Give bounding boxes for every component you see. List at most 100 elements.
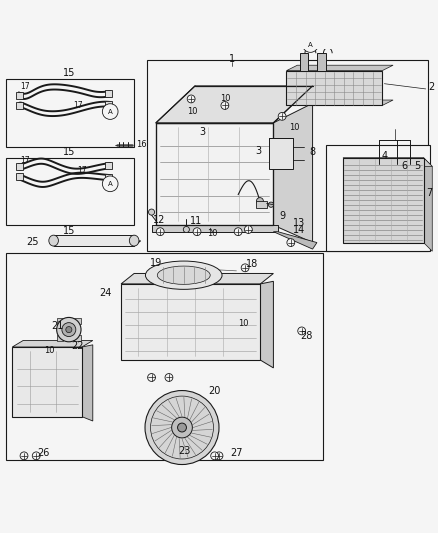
Polygon shape: [260, 281, 273, 368]
Polygon shape: [53, 235, 134, 246]
Polygon shape: [343, 158, 424, 243]
Text: 10: 10: [187, 108, 197, 117]
Text: 10: 10: [220, 94, 231, 103]
Polygon shape: [286, 65, 393, 71]
Text: 24: 24: [100, 288, 112, 297]
Polygon shape: [12, 347, 82, 417]
Bar: [16, 102, 23, 109]
Text: 4: 4: [381, 150, 388, 160]
Text: 13: 13: [293, 218, 306, 228]
Text: 18: 18: [246, 260, 258, 269]
Circle shape: [66, 327, 72, 333]
Text: 2: 2: [428, 82, 434, 92]
Text: 17: 17: [21, 156, 30, 165]
Text: 10: 10: [207, 229, 218, 238]
Text: 21: 21: [51, 321, 63, 331]
Text: 25: 25: [26, 237, 39, 247]
Circle shape: [211, 452, 219, 460]
Text: 17: 17: [77, 166, 87, 175]
Bar: [16, 173, 23, 180]
Polygon shape: [121, 284, 260, 360]
Circle shape: [241, 264, 249, 272]
Polygon shape: [82, 345, 93, 421]
Polygon shape: [424, 158, 432, 251]
Bar: [269, 139, 293, 169]
Polygon shape: [286, 100, 393, 106]
Text: 9: 9: [279, 211, 285, 221]
Circle shape: [298, 327, 306, 335]
Circle shape: [234, 228, 242, 236]
Bar: [6, 158, 134, 225]
Polygon shape: [53, 241, 141, 246]
Circle shape: [102, 104, 118, 119]
Text: A: A: [108, 109, 113, 115]
Bar: [57, 318, 63, 324]
Text: 10: 10: [289, 123, 300, 132]
Text: 19: 19: [150, 258, 162, 268]
Text: 5: 5: [414, 161, 420, 172]
Text: A: A: [108, 181, 113, 187]
Circle shape: [256, 198, 263, 205]
Text: 17: 17: [21, 82, 30, 91]
Text: 8: 8: [310, 148, 316, 157]
Text: 12: 12: [153, 215, 165, 225]
Circle shape: [57, 318, 81, 342]
Polygon shape: [152, 225, 278, 232]
Circle shape: [148, 209, 155, 215]
Ellipse shape: [145, 261, 222, 289]
Polygon shape: [286, 71, 382, 106]
Circle shape: [148, 374, 155, 382]
Polygon shape: [156, 86, 313, 123]
Circle shape: [172, 417, 192, 438]
Circle shape: [32, 452, 40, 460]
Ellipse shape: [157, 266, 210, 284]
Circle shape: [177, 423, 187, 432]
Circle shape: [102, 176, 118, 192]
Circle shape: [165, 374, 173, 382]
Bar: [57, 335, 63, 341]
Bar: [74, 335, 81, 341]
Text: 28: 28: [300, 331, 312, 341]
Text: 15: 15: [63, 148, 75, 157]
Bar: [6, 254, 323, 460]
Polygon shape: [300, 53, 308, 71]
Polygon shape: [343, 158, 432, 166]
Circle shape: [156, 228, 164, 236]
Polygon shape: [156, 123, 273, 225]
Circle shape: [20, 452, 28, 460]
Text: 23: 23: [178, 447, 191, 456]
Bar: [16, 92, 23, 99]
Circle shape: [244, 225, 252, 233]
Text: 3: 3: [255, 147, 261, 157]
Polygon shape: [12, 341, 93, 347]
Text: 22: 22: [71, 341, 84, 351]
Text: 20: 20: [208, 385, 221, 395]
Text: 11: 11: [190, 216, 202, 226]
Polygon shape: [273, 103, 313, 243]
Bar: [256, 201, 267, 208]
Circle shape: [193, 228, 201, 236]
Circle shape: [303, 37, 318, 52]
Bar: [105, 174, 112, 181]
Bar: [74, 318, 81, 324]
Circle shape: [145, 391, 219, 465]
Text: 15: 15: [63, 68, 75, 78]
Circle shape: [278, 112, 286, 120]
Text: 10: 10: [238, 319, 248, 328]
Bar: [16, 163, 23, 171]
Bar: [105, 90, 112, 97]
Circle shape: [62, 322, 76, 336]
Circle shape: [184, 227, 189, 232]
Text: 6: 6: [401, 161, 407, 172]
Ellipse shape: [129, 235, 139, 246]
Text: 17: 17: [73, 101, 82, 110]
Bar: [105, 101, 112, 108]
Text: 26: 26: [37, 448, 49, 458]
Ellipse shape: [49, 235, 58, 246]
Bar: [6, 79, 134, 147]
Bar: [105, 162, 112, 169]
Bar: [156, 123, 273, 225]
Bar: [325, 144, 430, 251]
Text: 14: 14: [293, 225, 306, 236]
Circle shape: [268, 202, 274, 207]
